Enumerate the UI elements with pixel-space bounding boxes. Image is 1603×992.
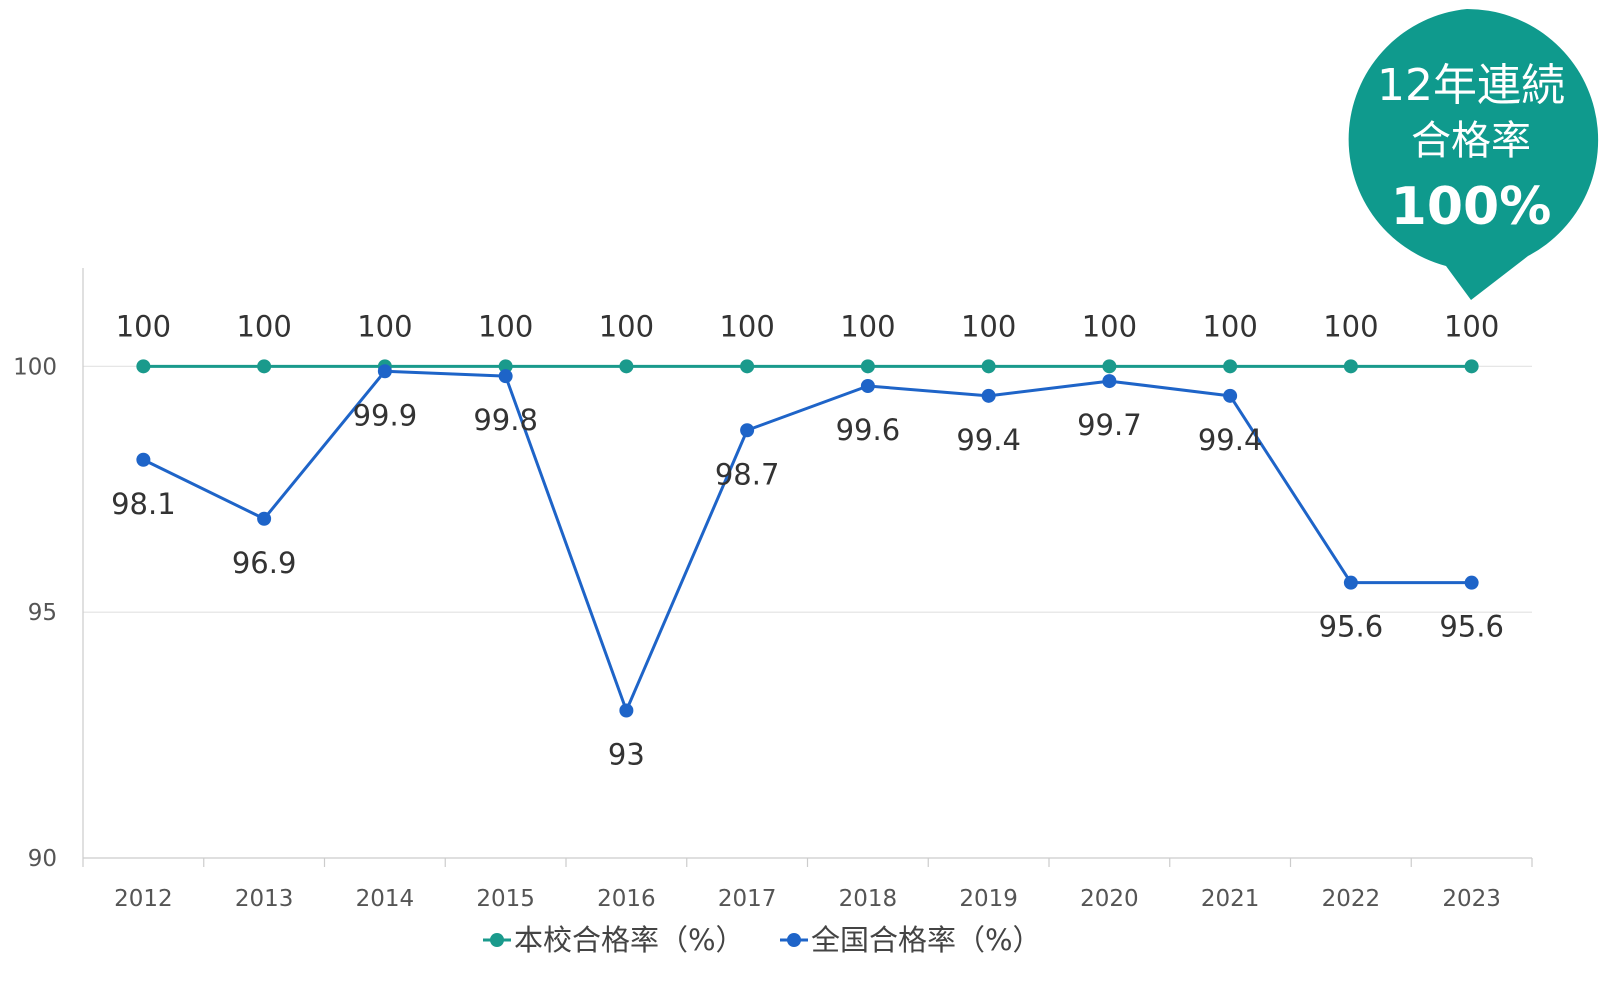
national-point-2012	[136, 452, 151, 467]
national-point-2019	[981, 388, 996, 403]
national-data-label-2016: 93	[608, 738, 645, 772]
school-data-label-2017: 100	[719, 309, 774, 343]
school-data-label-2018: 100	[840, 309, 895, 343]
school-point-2016	[619, 359, 634, 374]
national-data-label-2012: 98.1	[111, 487, 176, 521]
national-series-line	[142, 369, 1472, 712]
school-point-2023	[1464, 359, 1479, 374]
national-point-2013	[257, 511, 272, 526]
school-point-2018	[860, 359, 875, 374]
school-point-2021	[1223, 359, 1238, 374]
x-tick-label-2019: 2019	[959, 886, 1018, 912]
x-tick-label-2021: 2021	[1201, 886, 1260, 912]
national-data-label-2014: 99.9	[353, 398, 418, 432]
national-data-label-2015: 99.8	[473, 403, 538, 437]
legend-school-marker	[490, 933, 504, 947]
axis-layer: 90 95 100 2012 2013 2014 2015 2016 2017 2018 2019 2…	[13, 268, 1533, 912]
school-data-label-2020: 100	[1082, 309, 1137, 343]
national-point-2016	[619, 703, 634, 718]
x-tick-label-2014: 2014	[356, 886, 415, 912]
national-data-label-2022: 95.6	[1319, 610, 1384, 644]
national-point-2018	[860, 379, 875, 393]
legend-national-label: 全国合格率（%）	[811, 923, 1042, 957]
national-data-label-2017: 98.7	[715, 457, 780, 491]
series-layer	[136, 359, 1479, 718]
x-tick-label-2013: 2013	[235, 886, 294, 912]
national-point-2020	[1102, 374, 1117, 389]
national-data-label-2019: 99.4	[956, 423, 1021, 457]
school-data-label-2014: 100	[357, 309, 412, 343]
school-point-2013	[257, 359, 272, 374]
y-tick-label-90: 90	[28, 846, 57, 872]
school-point-2022	[1343, 359, 1358, 374]
school-data-label-2023: 100	[1444, 309, 1499, 343]
badge-bubble	[1348, 8, 1599, 300]
national-data-label-2021: 99.4	[1198, 423, 1263, 457]
y-tick-label-100: 100	[13, 354, 57, 380]
legend: 本校合格率（%） 全国合格率（%）	[483, 923, 1042, 957]
badge-line-3: 100%	[1391, 177, 1552, 237]
achievement-badge: 12年連続 合格率 100%	[1348, 8, 1599, 300]
national-point-2021	[1223, 388, 1238, 403]
national-point-2023	[1464, 575, 1479, 590]
x-tick-label-2015: 2015	[476, 886, 535, 912]
label-layer: 100 100 100 100 100 100 100 100 100 100 100 100 98.1…	[111, 309, 1504, 771]
national-data-label-2013: 96.9	[232, 546, 297, 580]
national-point-2014	[377, 364, 392, 379]
school-point-2012	[136, 359, 151, 374]
x-tick-label-2022: 2022	[1322, 886, 1381, 912]
school-point-2019	[981, 359, 996, 374]
national-point-2017	[740, 423, 755, 438]
school-data-label-2021: 100	[1202, 309, 1257, 343]
x-tick-label-2018: 2018	[839, 886, 898, 912]
x-tick-label-2020: 2020	[1080, 886, 1139, 912]
school-data-label-2012: 100	[116, 309, 171, 343]
school-data-label-2013: 100	[236, 309, 291, 343]
y-tick-label-95: 95	[28, 600, 57, 626]
national-point-2022	[1343, 575, 1358, 590]
school-data-label-2019: 100	[961, 309, 1016, 343]
school-point-2015	[498, 359, 513, 374]
badge-line-1: 12年連続	[1377, 60, 1565, 111]
legend-national-marker	[787, 933, 801, 947]
x-tick-label-2012: 2012	[114, 886, 173, 912]
x-tick-label-2016: 2016	[597, 886, 656, 912]
x-tick-label-2017: 2017	[718, 886, 777, 912]
school-data-label-2015: 100	[478, 309, 533, 343]
national-data-label-2023: 95.6	[1439, 610, 1504, 644]
school-point-2017	[740, 359, 755, 374]
x-tick-label-2023: 2023	[1442, 886, 1501, 912]
national-data-label-2020: 99.7	[1077, 408, 1142, 442]
school-data-label-2016: 100	[599, 309, 654, 343]
legend-school-label: 本校合格率（%）	[514, 923, 745, 957]
badge-line-2: 合格率	[1411, 118, 1531, 164]
school-data-label-2022: 100	[1323, 309, 1378, 343]
national-data-label-2018: 99.6	[836, 413, 901, 447]
school-point-2020	[1102, 359, 1117, 374]
national-point-2015	[498, 369, 513, 384]
grid-layer	[83, 365, 1532, 613]
